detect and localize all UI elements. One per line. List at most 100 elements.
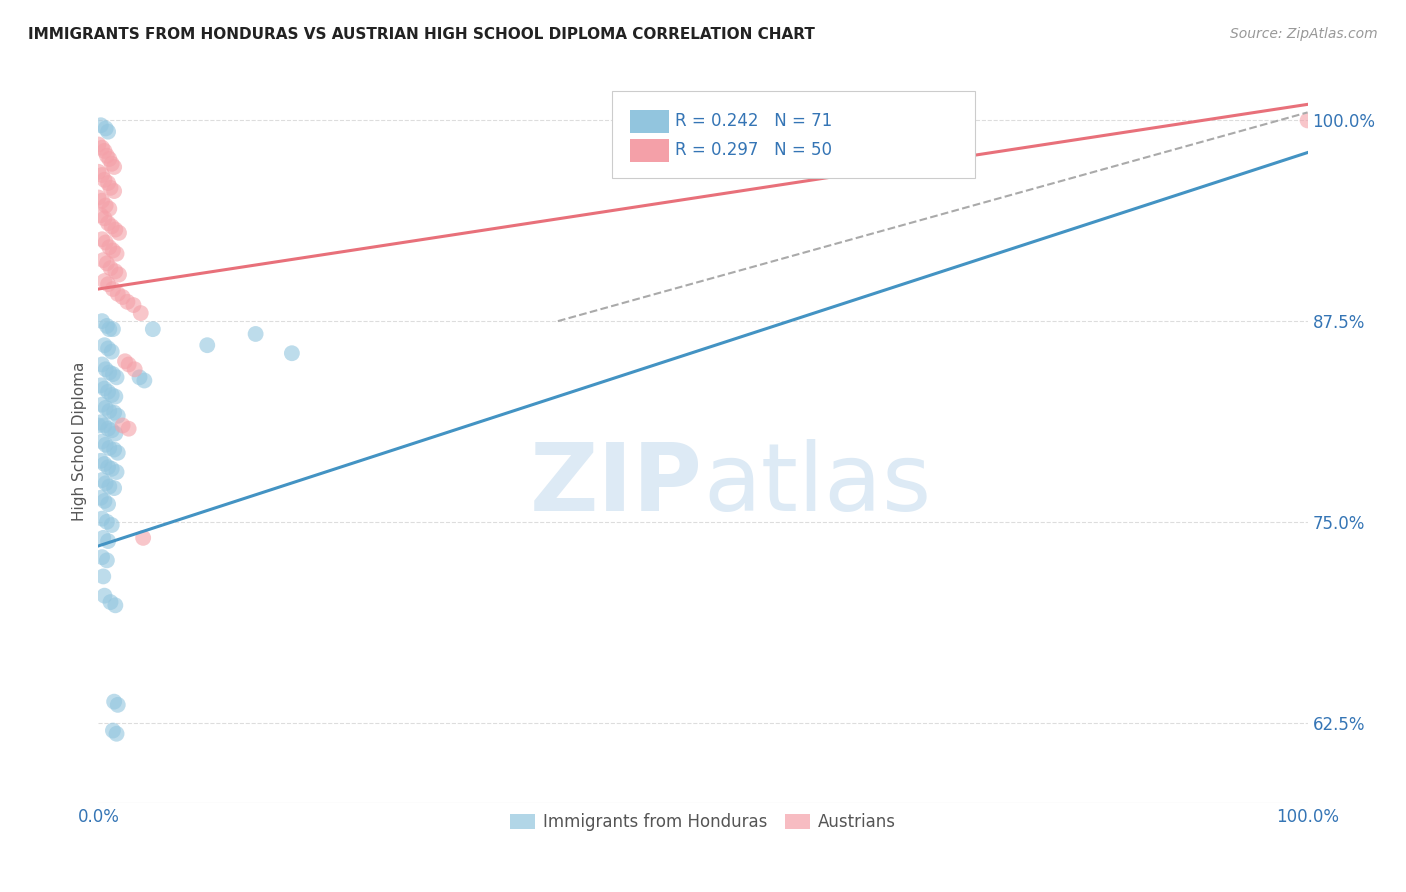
Point	[105, 465, 128, 479]
Point	[100, 157, 122, 171]
Point	[87, 418, 110, 433]
Point	[91, 569, 114, 583]
Point	[104, 264, 127, 278]
Point	[91, 141, 114, 155]
Point	[111, 418, 134, 433]
Point	[114, 354, 136, 368]
Point	[93, 457, 115, 471]
Point	[104, 599, 127, 613]
Point	[98, 366, 121, 380]
Point	[97, 216, 120, 230]
Point	[117, 294, 139, 309]
Point	[93, 173, 115, 187]
Point	[97, 534, 120, 549]
Point	[93, 418, 115, 433]
Point	[104, 222, 127, 236]
FancyBboxPatch shape	[630, 139, 669, 162]
Point	[105, 246, 128, 260]
Point	[90, 208, 112, 222]
Point	[91, 314, 114, 328]
Point	[91, 168, 114, 182]
Point	[107, 286, 129, 301]
Point	[93, 589, 115, 603]
Point	[281, 346, 304, 360]
Point	[108, 226, 131, 240]
Point	[97, 384, 120, 399]
Text: IMMIGRANTS FROM HONDURAS VS AUSTRIAN HIGH SCHOOL DIPLOMA CORRELATION CHART: IMMIGRANTS FROM HONDURAS VS AUSTRIAN HIG…	[28, 27, 815, 42]
Point	[101, 723, 124, 738]
Point	[93, 382, 115, 396]
Point	[129, 306, 152, 320]
Point	[100, 595, 122, 609]
Point	[101, 322, 124, 336]
Point	[91, 531, 114, 545]
Text: R = 0.297   N = 50: R = 0.297 N = 50	[675, 141, 832, 160]
Point	[107, 446, 129, 460]
Point	[91, 358, 114, 372]
Point	[98, 404, 121, 418]
Point	[97, 277, 120, 292]
Point	[91, 550, 114, 565]
Text: atlas: atlas	[703, 439, 931, 531]
Point	[87, 190, 110, 204]
Point	[101, 367, 124, 381]
Point	[100, 388, 122, 402]
Point	[100, 423, 122, 437]
Point	[93, 211, 115, 226]
Point	[93, 494, 115, 508]
Point	[91, 511, 114, 525]
Point	[87, 165, 110, 179]
Point	[134, 374, 156, 388]
Point	[103, 160, 125, 174]
Point	[93, 338, 115, 352]
Point	[96, 318, 118, 333]
Point	[94, 401, 117, 415]
Point	[101, 282, 124, 296]
Point	[103, 406, 125, 420]
Point	[94, 476, 117, 491]
Point	[97, 460, 120, 475]
Point	[97, 422, 120, 436]
Point	[91, 473, 114, 487]
Point	[105, 370, 128, 384]
Point	[90, 454, 112, 468]
Point	[122, 298, 145, 312]
Point	[100, 261, 122, 276]
Point	[108, 268, 131, 282]
Point	[94, 438, 117, 452]
Point	[91, 434, 114, 449]
Point	[91, 253, 114, 268]
FancyBboxPatch shape	[613, 91, 976, 178]
Point	[142, 322, 165, 336]
Text: Source: ZipAtlas.com: Source: ZipAtlas.com	[1230, 27, 1378, 41]
Point	[195, 338, 218, 352]
Point	[90, 378, 112, 392]
Point	[90, 491, 112, 505]
Point	[1296, 113, 1319, 128]
Point	[118, 422, 141, 436]
Point	[97, 176, 120, 190]
Point	[93, 274, 115, 288]
Point	[100, 344, 122, 359]
Point	[94, 121, 117, 136]
Point	[90, 118, 112, 132]
Point	[132, 531, 155, 545]
Text: ZIP: ZIP	[530, 439, 703, 531]
Point	[97, 342, 120, 356]
Point	[105, 727, 128, 741]
Point	[118, 358, 141, 372]
Point	[100, 518, 122, 533]
Y-axis label: High School Diploma: High School Diploma	[72, 362, 87, 521]
Point	[111, 290, 134, 304]
Point	[100, 219, 122, 234]
Legend: Immigrants from Honduras, Austrians: Immigrants from Honduras, Austrians	[503, 806, 903, 838]
Point	[103, 442, 125, 457]
Point	[94, 198, 117, 212]
Point	[96, 256, 118, 270]
Text: R = 0.242   N = 71: R = 0.242 N = 71	[675, 112, 832, 130]
Point	[96, 553, 118, 567]
Point	[128, 370, 150, 384]
Point	[91, 194, 114, 208]
Point	[100, 462, 122, 476]
Point	[96, 515, 118, 529]
